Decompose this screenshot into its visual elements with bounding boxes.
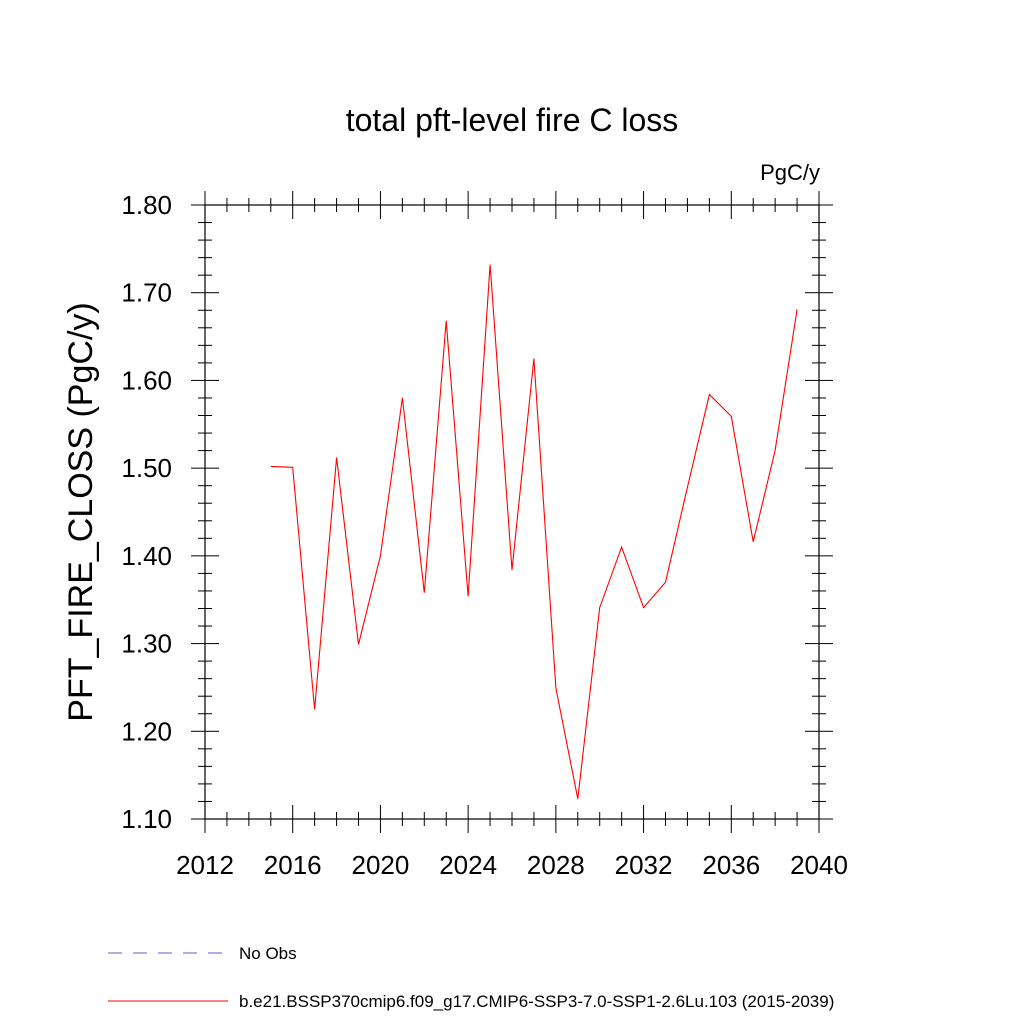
y-tick-label: 1.60 [121, 365, 172, 395]
legend-label: b.e21.BSSP370cmip6.f09_g17.CMIP6-SSP3-7.… [239, 992, 834, 1011]
data-point [752, 541, 754, 543]
x-tick-label: 2012 [176, 850, 234, 880]
data-point [423, 592, 425, 594]
x-tick-label: 2020 [352, 850, 410, 880]
data-point [402, 397, 404, 399]
y-tick-label: 1.50 [121, 453, 172, 483]
y-tick-label: 1.70 [121, 278, 172, 308]
y-tick-label: 1.30 [121, 629, 172, 659]
data-point [314, 709, 316, 711]
data-point [577, 798, 579, 800]
y-axis-label: PFT_FIRE_CLOSS (PgC/y) [62, 302, 100, 721]
data-point [380, 555, 382, 557]
data-point [643, 607, 645, 609]
x-tick-label: 2024 [439, 850, 497, 880]
data-point [599, 607, 601, 609]
data-point [774, 450, 776, 452]
data-point [709, 394, 711, 396]
data-point [511, 569, 513, 571]
data-point [270, 466, 272, 468]
data-point [796, 309, 798, 311]
y-tick-label: 1.10 [121, 804, 172, 834]
data-point [621, 546, 623, 548]
series-layer [270, 264, 798, 800]
legend: No Obs b.e21.BSSP370cmip6.f09_g17.CMIP6-S… [108, 944, 834, 1011]
data-point [292, 466, 294, 468]
x-tick-label: 2036 [702, 850, 760, 880]
data-point [687, 487, 689, 489]
chart-title: total pft-level fire C loss [346, 102, 679, 138]
x-tick-label: 2032 [615, 850, 673, 880]
data-point [467, 595, 469, 597]
data-point [489, 264, 491, 266]
x-tick-label: 2040 [790, 850, 848, 880]
x-tick-label: 2016 [264, 850, 322, 880]
axis-ticks: 2012 2016 2020 2024 2028 2032 2036 2040 1.10 1.20… [121, 190, 848, 880]
data-point [665, 581, 667, 583]
data-point [336, 457, 338, 459]
data-point [555, 688, 557, 690]
series-line [270, 264, 798, 799]
units-label: PgC/y [760, 160, 820, 185]
y-tick-label: 1.80 [121, 190, 172, 220]
data-point [533, 358, 535, 360]
data-point [445, 320, 447, 322]
legend-label: No Obs [239, 944, 297, 963]
y-tick-label: 1.20 [121, 716, 172, 746]
data-point [358, 644, 360, 646]
x-tick-label: 2028 [527, 850, 585, 880]
y-tick-label: 1.40 [121, 541, 172, 571]
data-point [730, 416, 732, 418]
